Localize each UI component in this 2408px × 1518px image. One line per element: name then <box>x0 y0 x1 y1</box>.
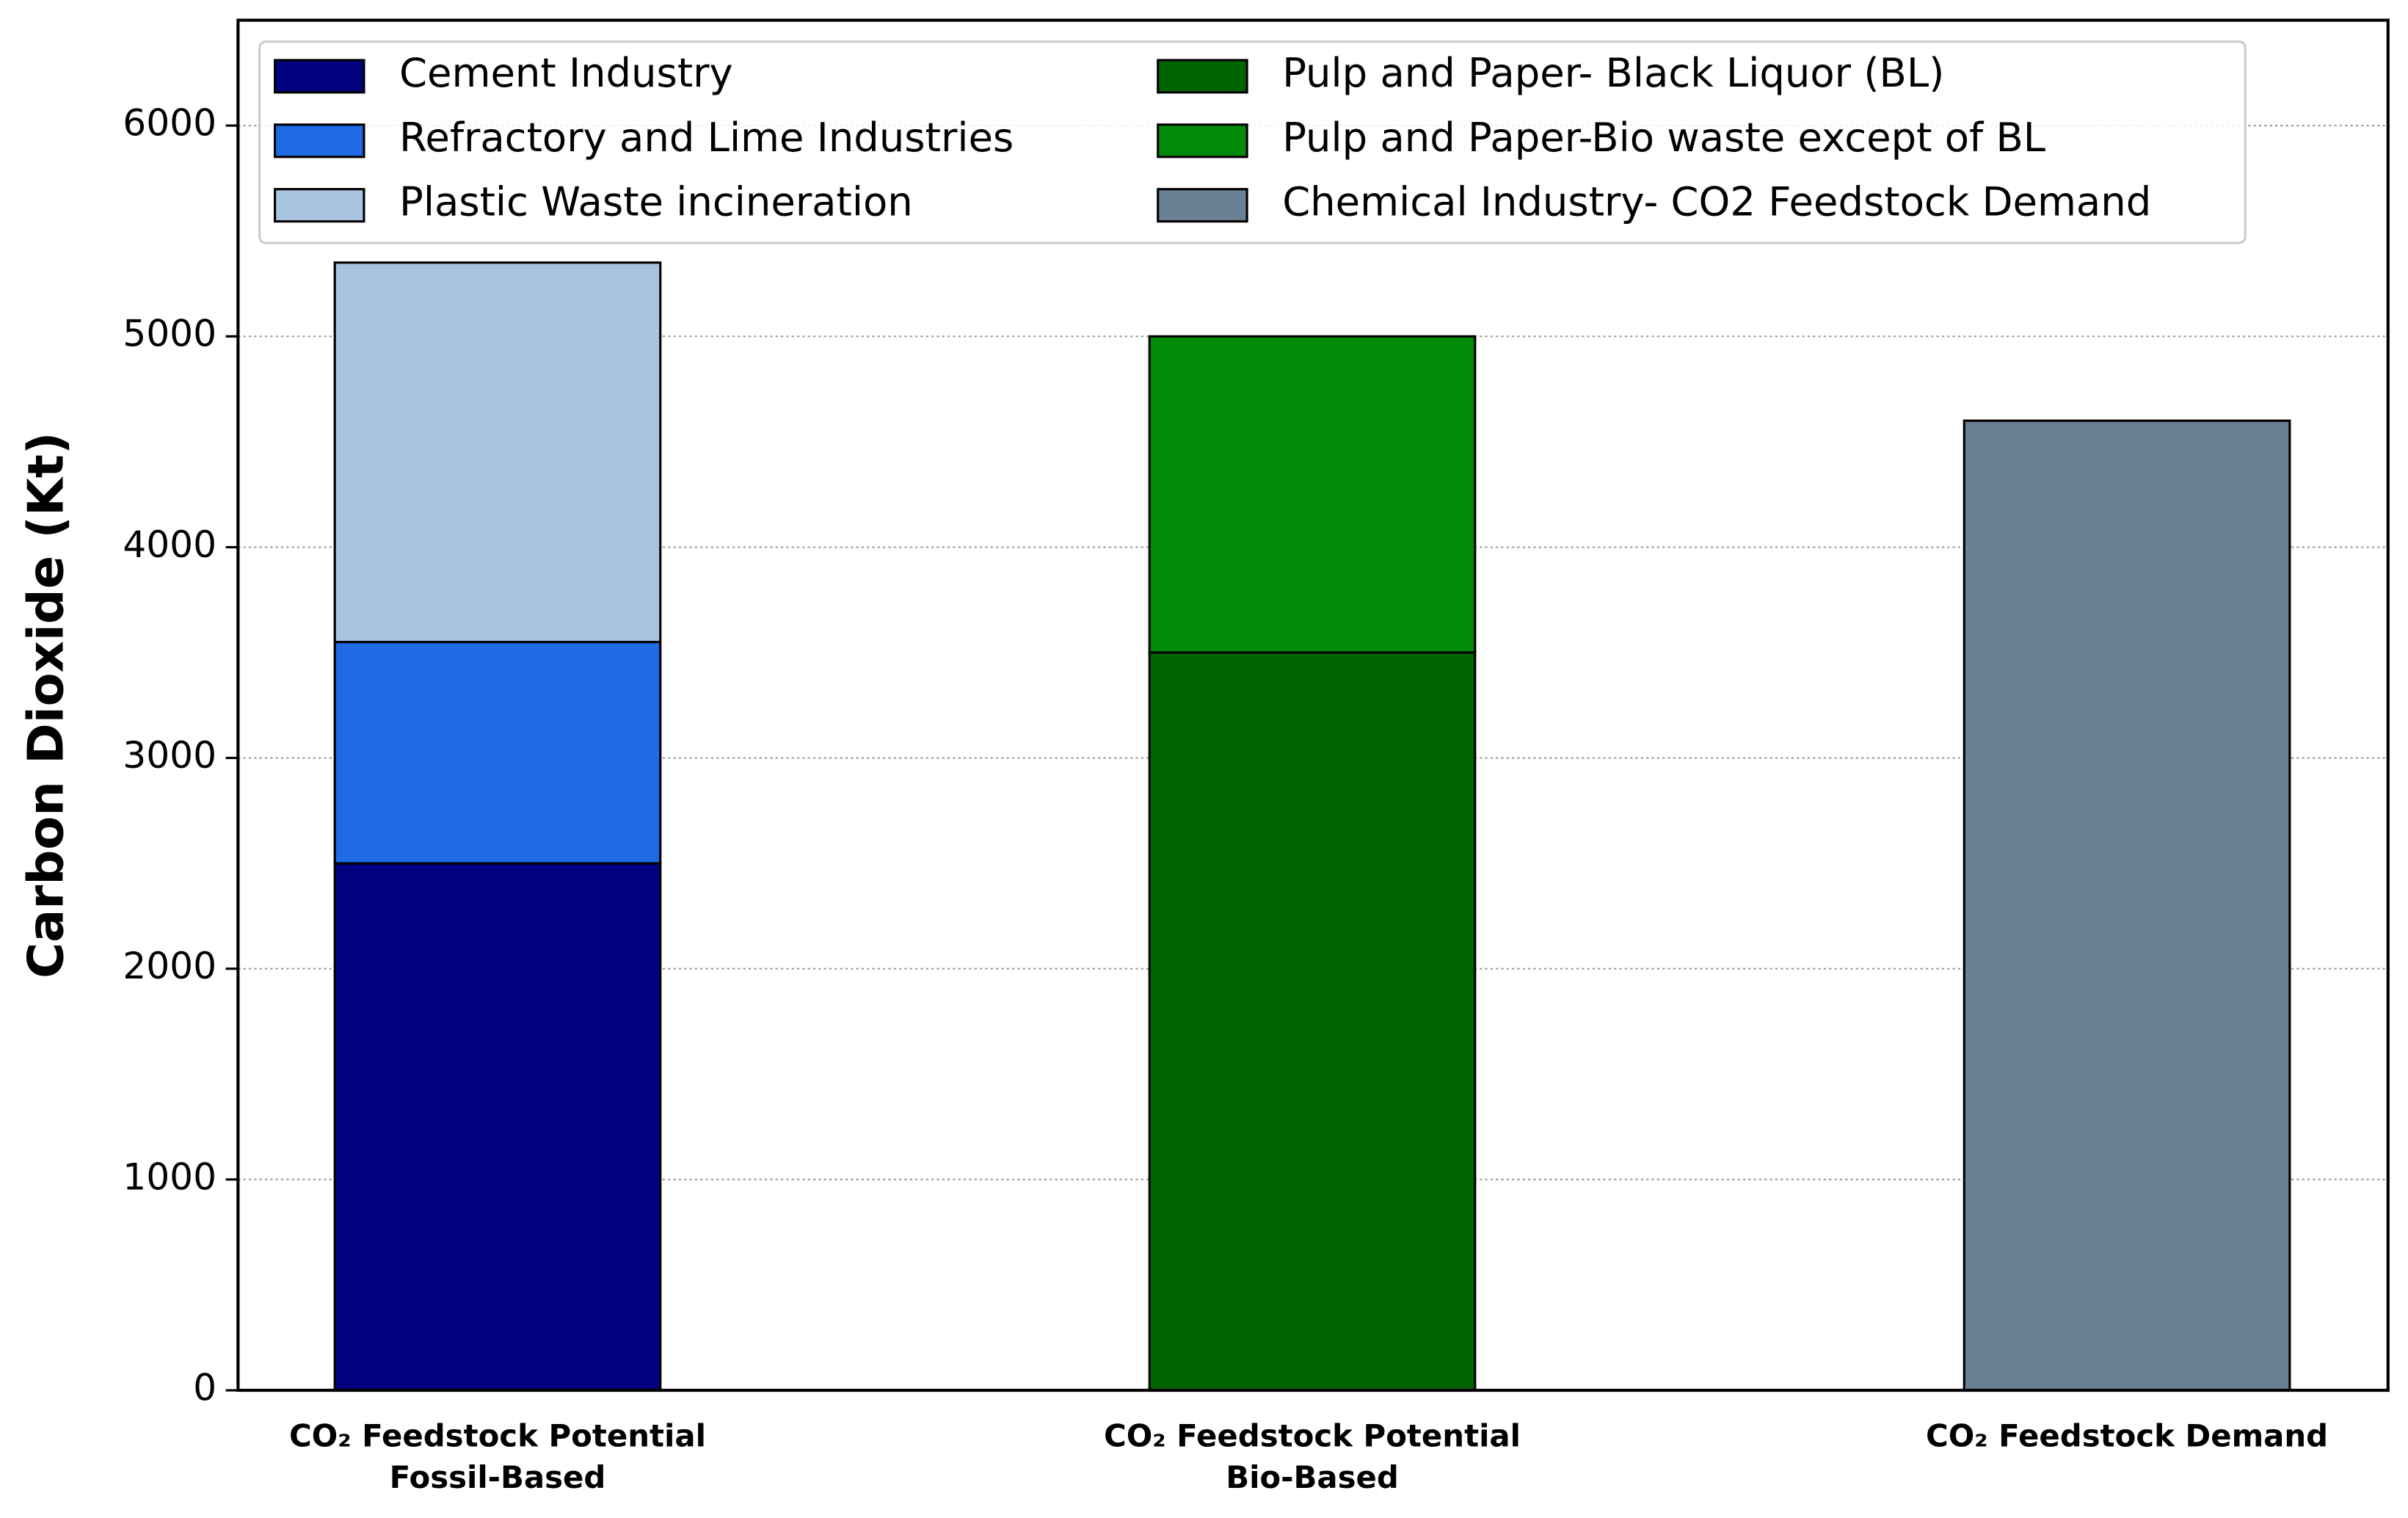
legend-label: Refractory and Lime Industries <box>399 115 1014 161</box>
plot-frame <box>236 18 2390 1392</box>
bar-segment <box>333 862 662 1392</box>
bar-segment <box>1963 419 2291 1392</box>
bar-segment <box>1148 335 1477 654</box>
x-tick-label: Bio-Based <box>1226 1459 1399 1495</box>
legend-label: Cement Industry <box>399 50 733 96</box>
legend-swatch <box>1157 59 1248 94</box>
bar-segment <box>1148 651 1477 1392</box>
y-tick-label: 3000 <box>123 733 217 777</box>
legend-swatch <box>273 59 365 94</box>
legend-swatch <box>273 188 365 223</box>
x-tick-label: CO₂ Feedstock Demand <box>1926 1417 2328 1453</box>
x-tick-label: Fossil-Based <box>390 1459 606 1495</box>
legend-label: Pulp and Paper- Black Liquor (BL) <box>1282 50 1944 96</box>
legend-label: Pulp and Paper-Bio waste except of BL <box>1282 115 2046 161</box>
legend-label: Chemical Industry- CO2 Feedstock Demand <box>1282 179 2151 225</box>
y-tick-label: 6000 <box>123 101 217 145</box>
x-tick-label: CO₂ Feedstock Potential <box>289 1417 706 1453</box>
y-tick-label: 1000 <box>123 1155 217 1198</box>
legend-swatch <box>1157 123 1248 159</box>
y-tick-label: 2000 <box>123 944 217 987</box>
bar-segment <box>333 261 662 644</box>
y-tick-label: 5000 <box>123 312 217 355</box>
legend-swatch <box>273 123 365 159</box>
legend-label: Plastic Waste incineration <box>399 179 913 225</box>
x-tick-label: CO₂ Feedstock Potential <box>1104 1417 1521 1453</box>
y-axis-label: Carbon Dioxide (Kt) <box>18 432 75 978</box>
legend-swatch <box>1157 188 1248 223</box>
y-tick-label: 4000 <box>123 523 217 566</box>
legend-box <box>258 40 2247 244</box>
bar-segment <box>333 641 662 865</box>
y-tick-label: 0 <box>193 1366 217 1409</box>
